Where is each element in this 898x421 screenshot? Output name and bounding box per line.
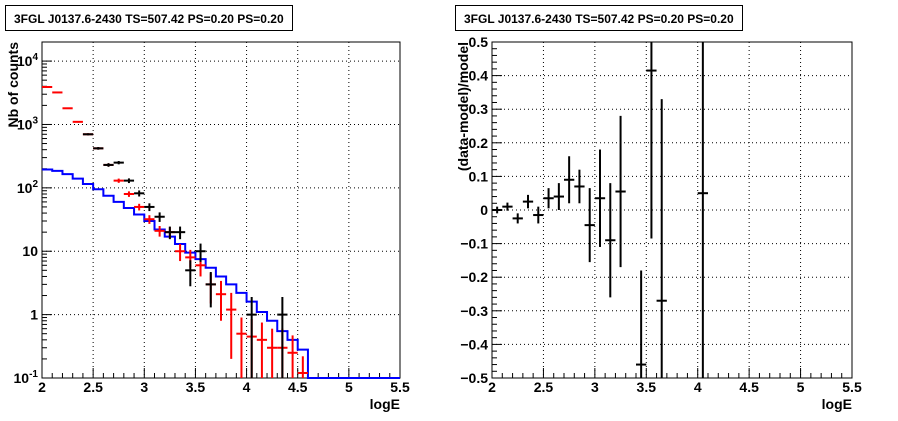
left-series-1-point xyxy=(144,215,155,224)
right-y-tick-label: −0.3 xyxy=(460,303,488,319)
left-series-1-point xyxy=(215,280,227,321)
right-series-0-point xyxy=(574,169,585,204)
left-series-1-point xyxy=(256,322,268,378)
right-y-tick-label: 0.2 xyxy=(469,135,489,151)
left-series-2-point xyxy=(246,296,257,378)
left-series-1-point xyxy=(113,178,124,183)
right-series-0-point xyxy=(553,183,564,210)
left-series-1-point xyxy=(267,328,278,378)
right-series-0-point xyxy=(512,213,523,224)
left-series-2-point xyxy=(277,296,288,378)
left-series-1-point xyxy=(287,335,298,378)
left-x-tick-label: 2 xyxy=(38,379,46,395)
right-series-0-point xyxy=(636,270,647,378)
right-series-0-point xyxy=(697,42,708,378)
left-series-2-point xyxy=(185,260,196,287)
right-y-tick-label: −0.1 xyxy=(460,236,488,252)
left-series-1-point xyxy=(62,107,73,110)
left-series-1-point xyxy=(297,356,308,378)
left-model-histogram-line xyxy=(42,168,400,379)
right-series-0-point xyxy=(492,206,503,214)
left-y-tick-label: 10 xyxy=(22,243,38,259)
right-series-0-point xyxy=(533,206,544,224)
right-y-tick-label: 0 xyxy=(480,202,488,218)
left-series-1-point xyxy=(134,203,145,211)
left-series-1-point xyxy=(52,91,63,94)
left-series-2-point xyxy=(82,133,94,136)
left-series-2-point xyxy=(164,226,175,240)
left-y-tick-label: 102 xyxy=(17,179,39,196)
right-x-tick-label: 3 xyxy=(591,379,599,395)
left-x-tick-label: 3.5 xyxy=(186,379,206,395)
right-series-0-point xyxy=(564,156,575,204)
right-series-0-point xyxy=(605,183,616,298)
right-series-0-point xyxy=(656,99,667,378)
left-series-1-point xyxy=(174,244,186,262)
left-series-1-point xyxy=(72,120,83,123)
left-x-tick-label: 3 xyxy=(140,379,148,395)
left-x-axis-label: logE xyxy=(370,396,400,412)
right-series-0-point xyxy=(646,42,657,239)
right-series-0-point xyxy=(522,194,534,209)
right-x-tick-label: 2 xyxy=(488,379,496,395)
left-series-1-point xyxy=(123,191,135,197)
left-series-1-point xyxy=(236,317,247,378)
left-series-1-point xyxy=(226,292,237,359)
right-y-axis-label: (data-model)/model xyxy=(455,42,471,171)
left-series-2-point xyxy=(144,203,155,212)
right-series-0-point xyxy=(594,149,606,247)
right-x-tick-label: 5.5 xyxy=(842,379,862,395)
right-series-0-point xyxy=(584,188,595,263)
right-x-tick-label: 4 xyxy=(694,379,702,395)
left-series-2-point xyxy=(93,147,104,150)
left-series-2-point xyxy=(103,163,114,167)
right-x-tick-label: 3.5 xyxy=(637,379,657,395)
right-y-tick-label: 0.5 xyxy=(469,34,489,50)
left-series-2-point xyxy=(174,226,186,240)
right-series-0-point xyxy=(502,202,513,211)
left-series-1-point xyxy=(154,226,165,237)
left-series-2-point xyxy=(205,272,216,308)
left-x-tick-label: 5 xyxy=(345,379,353,395)
left-series-2-point xyxy=(113,161,124,165)
right-y-tick-label: 0.3 xyxy=(469,101,489,117)
left-x-tick-label: 5.5 xyxy=(390,379,410,395)
right-y-tick-label: −0.5 xyxy=(460,370,488,386)
right-chart-title: 3FGL J0137.6-2430 TS=507.42 PS=0.20 PS=0… xyxy=(455,5,743,31)
left-plot-frame xyxy=(41,41,401,379)
left-series-2-point xyxy=(154,212,165,222)
right-y-tick-label: 0.1 xyxy=(469,168,489,184)
right-x-tick-label: 5 xyxy=(797,379,805,395)
left-x-tick-label: 4 xyxy=(243,379,251,395)
left-y-axis-label: Nb of counts xyxy=(5,42,21,128)
left-x-tick-label: 2.5 xyxy=(83,379,103,395)
left-y-tick-label: 10-1 xyxy=(14,369,39,386)
left-y-tick-label: 1 xyxy=(30,307,38,323)
left-series-2-point xyxy=(195,243,206,262)
left-series-2-point xyxy=(123,178,135,184)
left-series-1-point xyxy=(42,86,53,89)
right-y-tick-label: 0.4 xyxy=(469,68,489,84)
right-y-tick-label: −0.2 xyxy=(460,269,488,285)
left-series-2-point xyxy=(134,190,145,197)
right-series-0-point xyxy=(543,188,554,209)
right-x-tick-label: 2.5 xyxy=(534,379,554,395)
right-x-axis-label: logE xyxy=(822,396,852,412)
left-x-tick-label: 4.5 xyxy=(288,379,308,395)
right-x-tick-label: 4.5 xyxy=(739,379,759,395)
right-series-0-point xyxy=(615,115,626,268)
right-y-tick-label: −0.4 xyxy=(460,336,488,352)
left-chart-title: 3FGL J0137.6-2430 TS=507.42 PS=0.20 PS=0… xyxy=(5,5,293,31)
